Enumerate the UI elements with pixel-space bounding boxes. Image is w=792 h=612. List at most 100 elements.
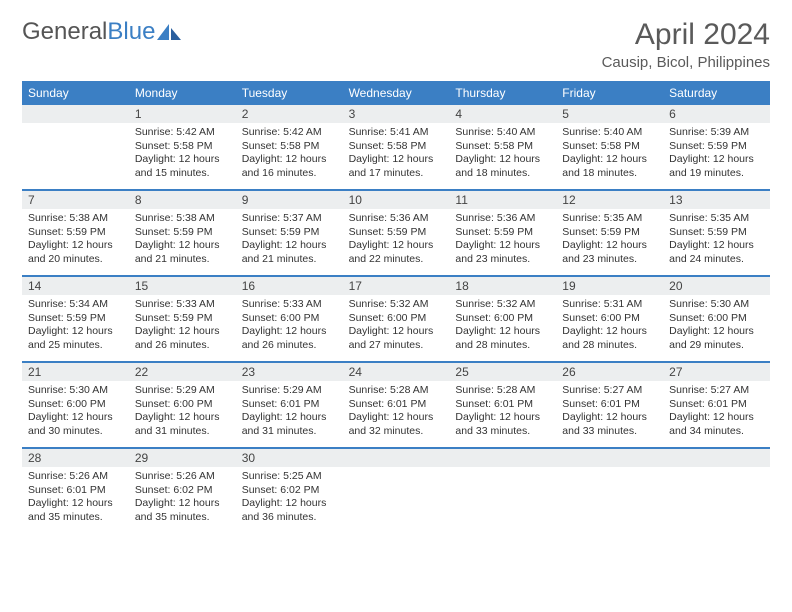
calendar-cell: 25Sunrise: 5:28 AMSunset: 6:01 PMDayligh…	[449, 363, 556, 447]
day-number: 3	[343, 105, 450, 123]
cell-body	[22, 123, 129, 130]
cell-body: Sunrise: 5:25 AMSunset: 6:02 PMDaylight:…	[236, 467, 343, 529]
daylight-line: Daylight: 12 hours and 31 minutes.	[242, 411, 337, 438]
daylight-line: Daylight: 12 hours and 35 minutes.	[135, 497, 230, 524]
daylight-line: Daylight: 12 hours and 31 minutes.	[135, 411, 230, 438]
daylight-line: Daylight: 12 hours and 36 minutes.	[242, 497, 337, 524]
daylight-line: Daylight: 12 hours and 17 minutes.	[349, 153, 444, 180]
cell-body: Sunrise: 5:31 AMSunset: 6:00 PMDaylight:…	[556, 295, 663, 357]
calendar-cell: 19Sunrise: 5:31 AMSunset: 6:00 PMDayligh…	[556, 277, 663, 361]
day-header: Wednesday	[343, 81, 450, 105]
cell-body: Sunrise: 5:30 AMSunset: 6:00 PMDaylight:…	[663, 295, 770, 357]
month-title: April 2024	[602, 18, 770, 52]
sunrise-line: Sunrise: 5:29 AM	[242, 384, 337, 398]
cell-body	[663, 467, 770, 474]
sunset-line: Sunset: 6:01 PM	[28, 484, 123, 498]
daylight-line: Daylight: 12 hours and 22 minutes.	[349, 239, 444, 266]
daylight-line: Daylight: 12 hours and 21 minutes.	[135, 239, 230, 266]
sunset-line: Sunset: 5:59 PM	[669, 226, 764, 240]
sunrise-line: Sunrise: 5:38 AM	[28, 212, 123, 226]
calendar: SundayMondayTuesdayWednesdayThursdayFrid…	[22, 81, 770, 533]
cell-body: Sunrise: 5:37 AMSunset: 5:59 PMDaylight:…	[236, 209, 343, 271]
sunset-line: Sunset: 5:59 PM	[135, 226, 230, 240]
brand-logo: GeneralBlue	[22, 18, 183, 46]
day-number: 30	[236, 449, 343, 467]
day-number: 21	[22, 363, 129, 381]
cell-body: Sunrise: 5:26 AMSunset: 6:01 PMDaylight:…	[22, 467, 129, 529]
day-number	[556, 449, 663, 467]
sunrise-line: Sunrise: 5:40 AM	[562, 126, 657, 140]
cell-body: Sunrise: 5:27 AMSunset: 6:01 PMDaylight:…	[556, 381, 663, 443]
daylight-line: Daylight: 12 hours and 28 minutes.	[562, 325, 657, 352]
cell-body: Sunrise: 5:35 AMSunset: 5:59 PMDaylight:…	[556, 209, 663, 271]
day-number	[22, 105, 129, 123]
sunrise-line: Sunrise: 5:38 AM	[135, 212, 230, 226]
page-header: GeneralBlue April 2024 Causip, Bicol, Ph…	[22, 18, 770, 71]
day-number: 2	[236, 105, 343, 123]
brand-name-1: General	[22, 18, 107, 45]
calendar-cell	[22, 105, 129, 189]
day-number: 12	[556, 191, 663, 209]
day-number: 18	[449, 277, 556, 295]
calendar-cell: 29Sunrise: 5:26 AMSunset: 6:02 PMDayligh…	[129, 449, 236, 533]
day-header: Sunday	[22, 81, 129, 105]
cell-body: Sunrise: 5:35 AMSunset: 5:59 PMDaylight:…	[663, 209, 770, 271]
day-number: 15	[129, 277, 236, 295]
sunrise-line: Sunrise: 5:41 AM	[349, 126, 444, 140]
sunset-line: Sunset: 5:59 PM	[455, 226, 550, 240]
calendar-cell: 3Sunrise: 5:41 AMSunset: 5:58 PMDaylight…	[343, 105, 450, 189]
sunset-line: Sunset: 6:00 PM	[28, 398, 123, 412]
day-header: Saturday	[663, 81, 770, 105]
daylight-line: Daylight: 12 hours and 26 minutes.	[242, 325, 337, 352]
cell-body: Sunrise: 5:41 AMSunset: 5:58 PMDaylight:…	[343, 123, 450, 185]
sunrise-line: Sunrise: 5:42 AM	[242, 126, 337, 140]
cell-body: Sunrise: 5:36 AMSunset: 5:59 PMDaylight:…	[343, 209, 450, 271]
day-number: 19	[556, 277, 663, 295]
sunset-line: Sunset: 6:01 PM	[455, 398, 550, 412]
sunset-line: Sunset: 5:59 PM	[28, 226, 123, 240]
calendar-cell: 17Sunrise: 5:32 AMSunset: 6:00 PMDayligh…	[343, 277, 450, 361]
cell-body	[556, 467, 663, 474]
sunrise-line: Sunrise: 5:26 AM	[135, 470, 230, 484]
day-number: 13	[663, 191, 770, 209]
day-number: 4	[449, 105, 556, 123]
daylight-line: Daylight: 12 hours and 16 minutes.	[242, 153, 337, 180]
sunrise-line: Sunrise: 5:40 AM	[455, 126, 550, 140]
sunset-line: Sunset: 6:01 PM	[349, 398, 444, 412]
calendar-cell: 14Sunrise: 5:34 AMSunset: 5:59 PMDayligh…	[22, 277, 129, 361]
calendar-cell: 24Sunrise: 5:28 AMSunset: 6:01 PMDayligh…	[343, 363, 450, 447]
sunrise-line: Sunrise: 5:36 AM	[349, 212, 444, 226]
cell-body: Sunrise: 5:29 AMSunset: 6:01 PMDaylight:…	[236, 381, 343, 443]
cell-body: Sunrise: 5:33 AMSunset: 6:00 PMDaylight:…	[236, 295, 343, 357]
location-subtitle: Causip, Bicol, Philippines	[602, 54, 770, 71]
sunset-line: Sunset: 6:02 PM	[135, 484, 230, 498]
day-number	[663, 449, 770, 467]
day-number: 10	[343, 191, 450, 209]
calendar-cell: 12Sunrise: 5:35 AMSunset: 5:59 PMDayligh…	[556, 191, 663, 275]
cell-body: Sunrise: 5:34 AMSunset: 5:59 PMDaylight:…	[22, 295, 129, 357]
day-number: 23	[236, 363, 343, 381]
cell-body: Sunrise: 5:40 AMSunset: 5:58 PMDaylight:…	[449, 123, 556, 185]
cell-body: Sunrise: 5:28 AMSunset: 6:01 PMDaylight:…	[343, 381, 450, 443]
daylight-line: Daylight: 12 hours and 28 minutes.	[455, 325, 550, 352]
cell-body: Sunrise: 5:26 AMSunset: 6:02 PMDaylight:…	[129, 467, 236, 529]
daylight-line: Daylight: 12 hours and 26 minutes.	[135, 325, 230, 352]
day-header: Thursday	[449, 81, 556, 105]
calendar-cell: 8Sunrise: 5:38 AMSunset: 5:59 PMDaylight…	[129, 191, 236, 275]
sunrise-line: Sunrise: 5:30 AM	[669, 298, 764, 312]
sunset-line: Sunset: 6:00 PM	[562, 312, 657, 326]
sunset-line: Sunset: 6:00 PM	[135, 398, 230, 412]
calendar-cell: 7Sunrise: 5:38 AMSunset: 5:59 PMDaylight…	[22, 191, 129, 275]
daylight-line: Daylight: 12 hours and 25 minutes.	[28, 325, 123, 352]
calendar-cell: 10Sunrise: 5:36 AMSunset: 5:59 PMDayligh…	[343, 191, 450, 275]
calendar-cell: 1Sunrise: 5:42 AMSunset: 5:58 PMDaylight…	[129, 105, 236, 189]
sunrise-line: Sunrise: 5:32 AM	[349, 298, 444, 312]
calendar-cell: 2Sunrise: 5:42 AMSunset: 5:58 PMDaylight…	[236, 105, 343, 189]
cell-body	[343, 467, 450, 474]
sunrise-line: Sunrise: 5:29 AM	[135, 384, 230, 398]
day-number: 1	[129, 105, 236, 123]
sunrise-line: Sunrise: 5:36 AM	[455, 212, 550, 226]
sunset-line: Sunset: 5:59 PM	[669, 140, 764, 154]
cell-body: Sunrise: 5:39 AMSunset: 5:59 PMDaylight:…	[663, 123, 770, 185]
brand-name-2: Blue	[107, 18, 155, 45]
